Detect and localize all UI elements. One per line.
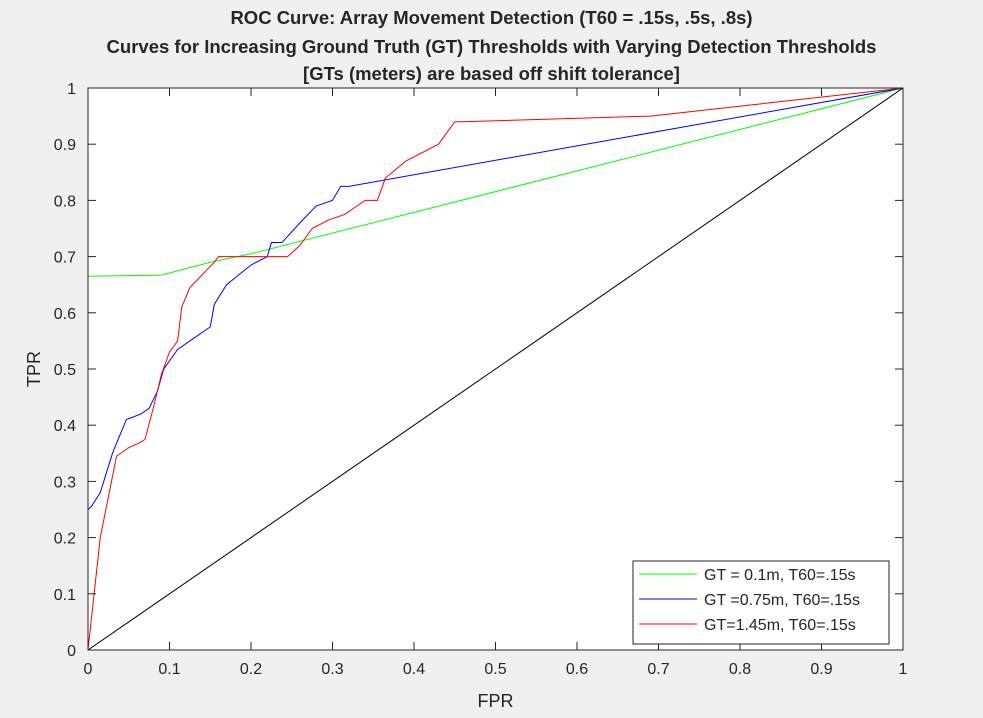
y-tick-label: 0.3 xyxy=(54,474,76,491)
series-line-1 xyxy=(87,87,904,650)
y-tick-label: 1 xyxy=(67,81,76,98)
y-tick-label: 0 xyxy=(67,643,76,660)
chart-title-line-2: Curves for Increasing Ground Truth (GT) … xyxy=(106,36,877,57)
legend-label: GT =0.75m, T60=.15s xyxy=(704,592,860,609)
x-tick-label: 0.3 xyxy=(321,661,343,678)
series-layer xyxy=(87,87,904,651)
legend-label: GT=1.45m, T60=.15s xyxy=(704,617,856,634)
y-tick-label: 0.4 xyxy=(54,418,76,435)
x-tick-label: 0.8 xyxy=(729,661,751,678)
y-tick-label: 0.8 xyxy=(54,193,76,210)
legend: GT = 0.1m, T60=.15s GT =0.75m, T60=.15s GT… xyxy=(632,560,890,645)
y-tick-label: 0.2 xyxy=(54,531,76,548)
y-tick-label: 0.9 xyxy=(54,137,76,154)
y-tick-label: 0.7 xyxy=(54,250,76,267)
y-tick-label: 0.6 xyxy=(54,306,76,323)
chart-title-line-1: ROC Curve: Array Movement Detection (T60… xyxy=(230,7,753,28)
legend-label: GT = 0.1m, T60=.15s xyxy=(704,567,856,584)
x-tick-label: 0.4 xyxy=(403,661,425,678)
legend-box xyxy=(632,560,890,645)
y-tick-label: 0.5 xyxy=(54,362,76,379)
x-tick-label: 0.9 xyxy=(810,661,832,678)
y-axis-label: TPR xyxy=(24,351,44,387)
x-tick-label: 0.7 xyxy=(647,661,669,678)
x-axis-label: FPR xyxy=(478,691,514,711)
chart-title-line-3: [GTs (meters) are based off shift tolera… xyxy=(303,63,680,84)
x-tick-label: 1 xyxy=(899,661,908,678)
series-line-3 xyxy=(87,87,904,651)
x-tick-label: 0 xyxy=(84,661,93,678)
y-tick-label: 0.1 xyxy=(54,587,76,604)
x-tick-label: 0.6 xyxy=(566,661,588,678)
x-tick-label: 0.2 xyxy=(240,661,262,678)
x-tick-label: 0.1 xyxy=(158,661,180,678)
ticks-layer: 0 0.1 0.2 0.3 0.4 0.5 0.6 0.7 0.8 0.9 1 0 0.1 0.2 0.3 0… xyxy=(54,81,908,678)
series-line-2 xyxy=(87,87,904,651)
x-tick-label: 0.5 xyxy=(484,661,506,678)
